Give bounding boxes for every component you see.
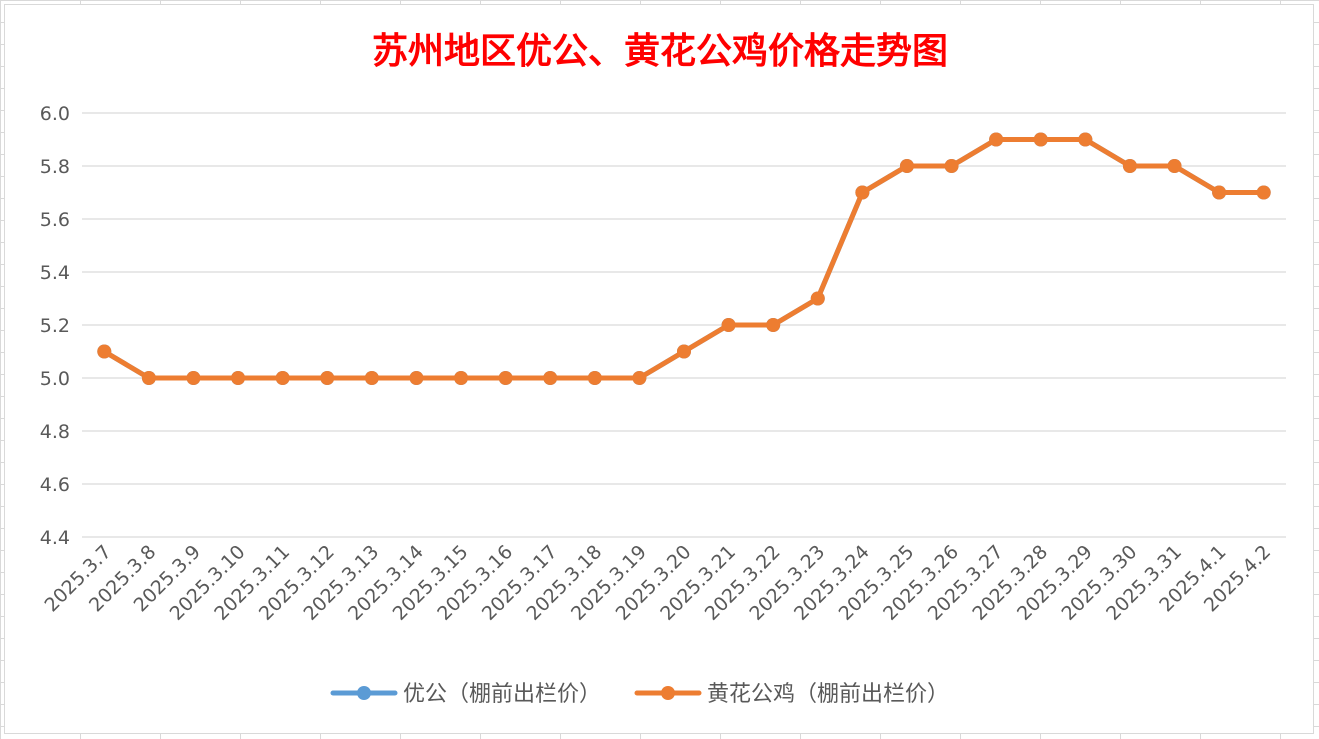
y-tick-label: 5.4 <box>40 262 70 284</box>
y-tick-label: 5.0 <box>40 368 70 390</box>
data-point[interactable] <box>944 159 959 173</box>
data-point[interactable] <box>275 371 290 385</box>
x-axis-ticks: 2025.3.72025.3.82025.3.92025.3.102025.3.… <box>40 541 1275 625</box>
data-point[interactable] <box>1167 159 1182 173</box>
data-point[interactable] <box>810 291 825 306</box>
legend-marker <box>661 686 675 700</box>
data-point[interactable] <box>721 318 736 332</box>
data-point[interactable] <box>855 185 870 200</box>
legend-entry[interactable]: 黄花公鸡（棚前出栏价） <box>634 682 949 707</box>
chart-area[interactable]: 苏州地区优公、黄花公鸡价格走势图 4.4 4.6 4.8 5.0 5.2 5.4 5.6 5.… <box>4 4 1314 734</box>
legend-marker <box>357 686 371 700</box>
gridlines <box>82 112 1286 538</box>
data-point[interactable] <box>543 371 558 385</box>
data-point[interactable] <box>1212 185 1227 200</box>
data-point[interactable] <box>364 371 379 385</box>
data-point[interactable] <box>1078 132 1093 147</box>
data-point[interactable] <box>320 371 335 385</box>
y-tick-label: 4.4 <box>40 527 70 549</box>
legend: 优公（棚前出栏价） 黄花公鸡（棚前出栏价） <box>330 682 949 707</box>
data-point[interactable] <box>141 371 156 385</box>
y-tick-label: 6.0 <box>40 103 70 125</box>
data-point[interactable] <box>1033 132 1048 147</box>
chart-title: 苏州地区优公、黄花公鸡价格走势图 <box>372 30 948 72</box>
data-point[interactable] <box>677 344 691 359</box>
data-point[interactable] <box>587 371 602 385</box>
data-point[interactable] <box>989 132 1004 147</box>
series-2 <box>97 132 1271 385</box>
legend-label: 黄花公鸡（棚前出栏价） <box>707 682 949 707</box>
y-tick-label: 5.6 <box>40 209 70 231</box>
data-point[interactable] <box>1256 185 1271 200</box>
data-point[interactable] <box>454 371 469 385</box>
y-tick-label: 5.8 <box>40 156 70 178</box>
legend-label: 优公（棚前出栏价） <box>403 682 601 707</box>
data-point[interactable] <box>632 371 647 385</box>
data-point[interactable] <box>409 371 424 385</box>
legend-entry[interactable]: 优公（棚前出栏价） <box>330 682 601 707</box>
y-tick-label: 4.6 <box>40 474 70 496</box>
data-point[interactable] <box>186 371 201 385</box>
line-chart: 苏州地区优公、黄花公鸡价格走势图 4.4 4.6 4.8 5.0 5.2 5.4 5.6 5.… <box>40 30 1286 707</box>
data-point[interactable] <box>498 371 513 385</box>
data-point[interactable] <box>97 344 112 359</box>
series-group <box>97 132 1271 385</box>
data-point[interactable] <box>899 159 914 173</box>
data-point[interactable] <box>1122 159 1137 173</box>
data-point[interactable] <box>766 318 781 332</box>
series-line <box>101 137 1267 381</box>
series-line <box>101 137 1267 381</box>
data-point[interactable] <box>231 371 246 385</box>
y-axis-ticks: 4.4 4.6 4.8 5.0 5.2 5.4 5.6 5.8 6.0 <box>40 103 70 549</box>
y-tick-label: 4.8 <box>40 421 70 443</box>
y-tick-label: 5.2 <box>40 315 70 337</box>
